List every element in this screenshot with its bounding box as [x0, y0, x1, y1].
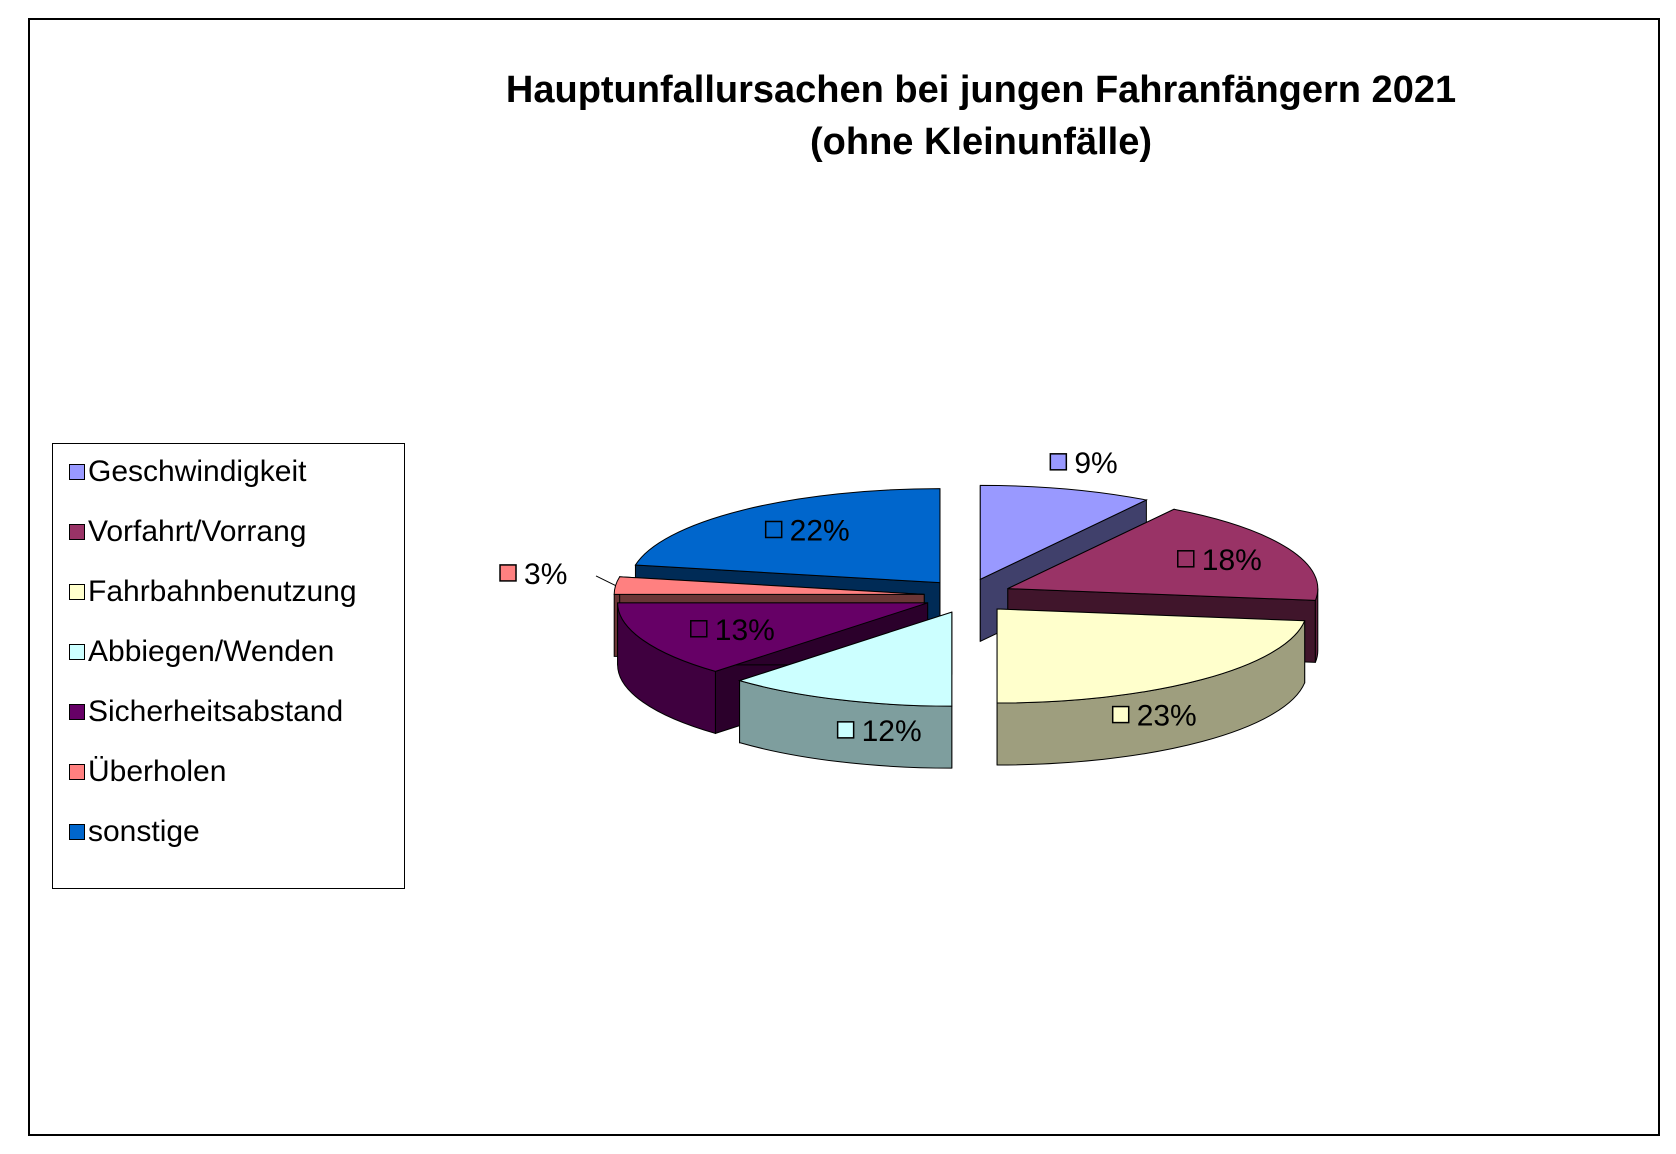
chart-title: Hauptunfallursachen bei jungen Fahranfän… — [30, 64, 1662, 168]
data-label-5: 3% — [499, 558, 616, 591]
legend-swatch-3 — [69, 644, 85, 660]
data-label-marker-4 — [690, 620, 708, 638]
legend-swatch-0 — [69, 464, 85, 480]
data-label-text-1: 18% — [1202, 544, 1262, 577]
legend-item-2: Fahrbahnbenutzung — [69, 572, 357, 612]
data-label-marker-1 — [1177, 550, 1195, 568]
legend-label-1: Vorfahrt/Vorrang — [88, 515, 307, 548]
pie-chart-plot: 9% 18% 23% 12% 13% 3% 22% — [499, 447, 1319, 769]
chart-title-line1: Hauptunfallursachen bei jungen Fahranfän… — [505, 69, 1457, 111]
data-label-0: 9% — [1049, 447, 1118, 480]
legend-item-0: Geschwindigkeit — [69, 452, 306, 492]
legend-swatch-6 — [69, 824, 85, 840]
chart-legend: Geschwindigkeit Vorfahrt/Vorrang Fahrbahnb… — [52, 443, 405, 889]
legend-label-2: Fahrbahnbenutzung — [88, 575, 357, 608]
legend-item-4: Sicherheitsabstand — [69, 692, 343, 732]
data-label-marker-0 — [1049, 453, 1068, 471]
legend-swatch-4 — [69, 704, 85, 720]
pie-slice-2 — [996, 608, 1306, 766]
data-label-marker-2 — [1111, 705, 1130, 724]
data-label-text-4: 13% — [715, 614, 775, 647]
data-label-3: 12% — [836, 715, 922, 748]
legend-item-1: Vorfahrt/Vorrang — [69, 512, 306, 552]
data-label-marker-3 — [836, 721, 855, 739]
data-label-2: 23% — [1111, 700, 1197, 733]
data-label-4: 13% — [690, 614, 775, 647]
chart-frame: Hauptunfallursachen bei jungen Fahranfän… — [28, 18, 1660, 1136]
legend-label-0: Geschwindigkeit — [88, 455, 307, 488]
data-label-1: 18% — [1177, 544, 1262, 577]
data-label-text-5: 3% — [524, 558, 567, 591]
legend-item-6: sonstige — [69, 812, 200, 852]
data-label-marker-6 — [764, 520, 783, 539]
data-label-text-3: 12% — [862, 715, 922, 748]
chart-subtitle: (ohne Kleinunfälle) — [810, 121, 1152, 163]
legend-label-6: sonstige — [88, 815, 200, 848]
legend-swatch-5 — [69, 764, 85, 780]
data-label-text-2: 23% — [1137, 700, 1197, 733]
legend-swatch-1 — [69, 524, 85, 540]
data-label-text-0: 9% — [1074, 447, 1117, 480]
data-label-marker-5 — [499, 564, 517, 582]
legend-label-5: Überholen — [88, 755, 227, 788]
data-label-6: 22% — [764, 514, 850, 547]
legend-item-3: Abbiegen/Wenden — [69, 632, 334, 672]
legend-swatch-2 — [69, 584, 85, 600]
legend-item-5: Überholen — [69, 752, 226, 792]
legend-label-3: Abbiegen/Wenden — [88, 635, 335, 668]
legend-label-4: Sicherheitsabstand — [88, 695, 344, 728]
data-label-text-6: 22% — [790, 514, 850, 547]
